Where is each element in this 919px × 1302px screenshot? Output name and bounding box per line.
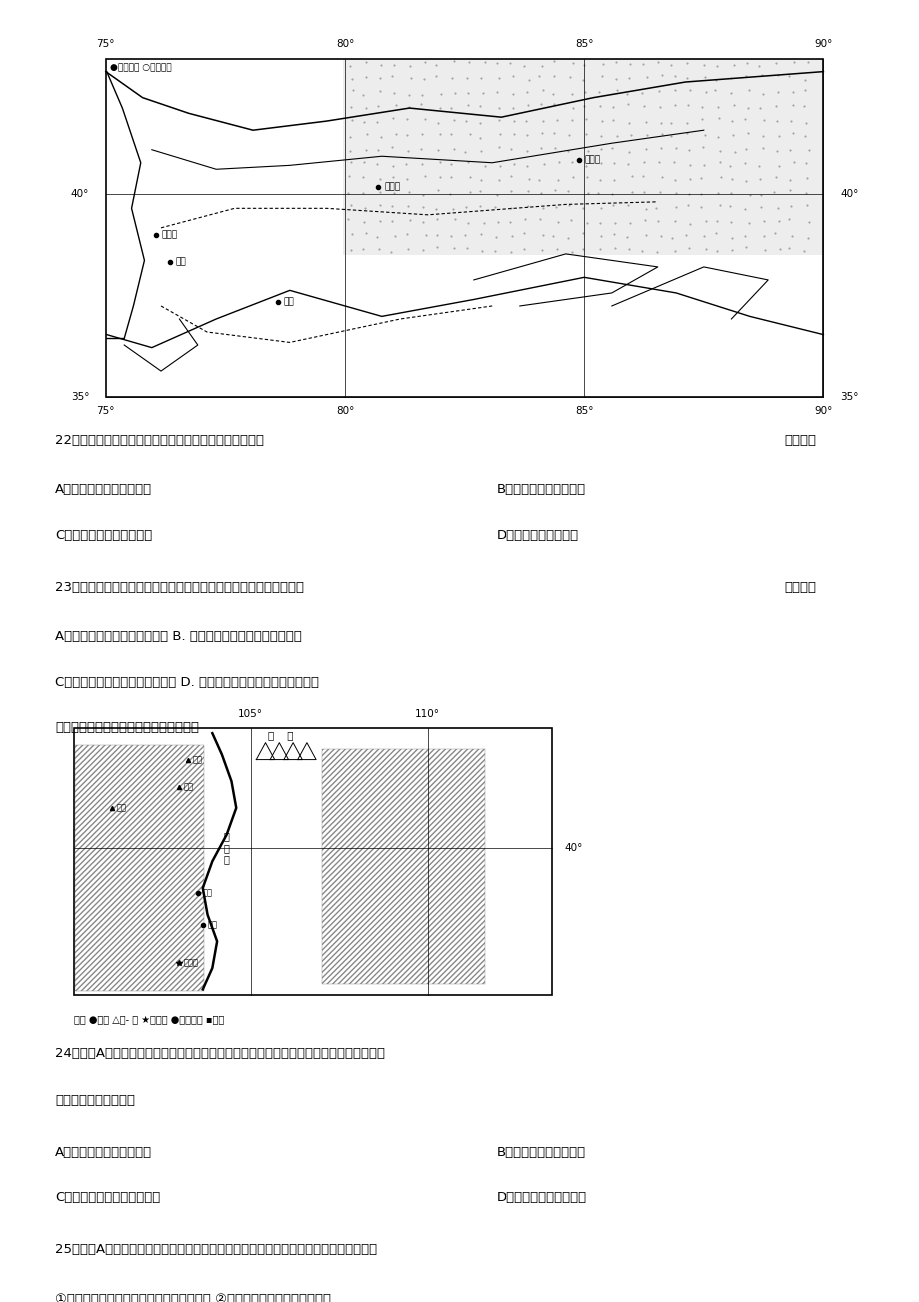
- Text: D．平原广阔，黑土肥沃: D．平原广阔，黑土肥沃: [496, 1191, 586, 1204]
- Text: 105°: 105°: [238, 708, 263, 719]
- Text: 阴    山: 阴 山: [268, 730, 293, 741]
- Text: A．因洪水泛滥向山坡地带转移 B. 因资源开发向矿产丰富地区迁移: A．因洪水泛滥向山坡地带转移 B. 因资源开发向矿产丰富地区迁移: [55, 630, 301, 643]
- Text: 75°: 75°: [96, 39, 115, 49]
- Text: 40°: 40°: [564, 842, 583, 853]
- Text: 静宁: 静宁: [193, 755, 203, 764]
- Text: 23．历史时期以来，南疜地区大部分城镇的迁移方向及其主要原因是: 23．历史时期以来，南疜地区大部分城镇的迁移方向及其主要原因是: [55, 581, 304, 594]
- Text: 嘎什: 嘎什: [176, 258, 187, 266]
- Text: 图为我国某区域图，读图回答下列小题。: 图为我国某区域图，读图回答下列小题。: [55, 721, 199, 734]
- Text: ●现代城镇 ○古城遗址: ●现代城镇 ○古城遗址: [110, 64, 172, 73]
- Text: 刘家峡: 刘家峡: [183, 958, 199, 967]
- Bar: [74, 745, 203, 991]
- Text: 80°: 80°: [335, 39, 354, 49]
- Text: 白銀: 白銀: [202, 889, 212, 898]
- Text: 110°: 110°: [414, 708, 439, 719]
- Text: B．气候干旱，降水稀少: B．气候干旱，降水稀少: [496, 1146, 585, 1159]
- Text: （　　）: （ ）: [784, 581, 815, 594]
- Text: 85°: 85°: [574, 406, 593, 417]
- Text: 35°: 35°: [839, 392, 857, 402]
- Text: 75°: 75°: [96, 406, 115, 417]
- Text: 阿图什: 阿图什: [162, 230, 177, 240]
- Text: C．冰川融水丰富，灕溉便利: C．冰川融水丰富，灕溉便利: [55, 1191, 160, 1204]
- Text: C．因交通线增多向盆地北部迁移 D. 因荒漠化范围扩大向河流上游迁移: C．因交通线增多向盆地北部迁移 D. 因荒漠化范围扩大向河流上游迁移: [55, 676, 319, 689]
- Text: （　　）: （ ）: [784, 434, 815, 447]
- Text: 阿克苏: 阿克苏: [383, 182, 400, 191]
- Text: A．光照充足，昼夜温差大: A．光照充足，昼夜温差大: [55, 1146, 153, 1159]
- Text: B．地表形态及土地面积: B．地表形态及土地面积: [496, 483, 585, 496]
- Text: C．热量条件及农作物产量: C．热量条件及农作物产量: [55, 529, 153, 542]
- Text: 90°: 90°: [813, 39, 832, 49]
- Text: 80°: 80°: [335, 406, 354, 417]
- Text: 85°: 85°: [574, 39, 593, 49]
- Text: ①纬度较高，冻土发育，含盐水分不易下渗 ②气候干旱，降水少，蒸发旺盛: ①纬度较高，冻土发育，含盐水分不易下渗 ②气候干旱，降水少，蒸发旺盛: [55, 1293, 331, 1302]
- Text: 的自然条件是（　　）: 的自然条件是（ ）: [55, 1094, 135, 1107]
- Text: 40°: 40°: [71, 189, 89, 199]
- Text: 图例 ●镂锶 △镍- 锁 ★水电站 ●工业中心 ▪沙漠: 图例 ●镂锶 △镍- 锁 ★水电站 ●工业中心 ▪沙漠: [74, 1016, 223, 1026]
- Text: 库尔勒: 库尔勒: [584, 156, 600, 164]
- Text: 24．图中A地区近年来已成为我国重要的葡萄酒酿造业原料生产基地，该地区葡萄品质优良: 24．图中A地区近年来已成为我国重要的葡萄酒酿造业原料生产基地，该地区葡萄品质优…: [55, 1047, 385, 1060]
- Text: 兰州: 兰州: [207, 921, 217, 930]
- Bar: [74, 728, 551, 995]
- Text: 和田: 和田: [283, 298, 294, 307]
- Bar: [342, 59, 823, 255]
- Text: 金昌: 金昌: [117, 803, 126, 812]
- Text: D．水资源分布及数量: D．水资源分布及数量: [496, 529, 578, 542]
- Text: 25．图中A地区农业发展中存在较明显的土地盐碱化问题，其产生的主要原因是（　　）: 25．图中A地区农业发展中存在较明显的土地盐碱化问题，其产生的主要原因是（ ）: [55, 1243, 377, 1256]
- Text: 22．影响南疜地区城镇分布及城镇人口规模的关键因素是: 22．影响南疜地区城镇分布及城镇人口规模的关键因素是: [55, 434, 264, 447]
- Text: 中卫: 中卫: [183, 783, 193, 792]
- Text: 贺
兰
山: 贺 兰 山: [223, 832, 230, 865]
- Bar: [322, 749, 484, 984]
- Text: 40°: 40°: [839, 189, 857, 199]
- Text: A．交通线分布及线路等级: A．交通线分布及线路等级: [55, 483, 153, 496]
- Text: 90°: 90°: [813, 406, 832, 417]
- Text: 35°: 35°: [71, 392, 89, 402]
- Bar: [106, 59, 823, 397]
